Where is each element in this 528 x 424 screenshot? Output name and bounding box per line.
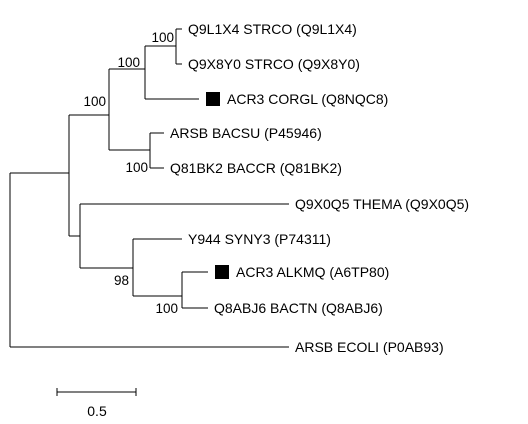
marker-acr3-corgl	[206, 92, 220, 106]
scale-bar-label: 0.5	[87, 403, 107, 419]
bootstrap-actino-clade: 100	[117, 55, 140, 70]
bootstrap-upper-clade: 100	[83, 94, 106, 109]
leaf-label-arsb-bacsu: ARSB BACSU (P45946)	[170, 125, 322, 141]
leaf-label-q9x0q5: Q9X0Q5 THEMA (Q9X0Q5)	[295, 196, 469, 212]
leaf-label-acr3-alkmq: ACR3 ALKMQ (A6TP80)	[236, 264, 389, 280]
marker-acr3-alkmq	[215, 265, 229, 279]
leaf-label-q81bk2: Q81BK2 BACCR (Q81BK2)	[170, 160, 342, 176]
leaf-label-arsb-ecoli: ARSB ECOLI (P0AB93)	[295, 339, 444, 355]
bootstrap-lower-sub-clade: 98	[114, 273, 129, 288]
bootstrap-alkmq-bactn-clade: 100	[155, 301, 178, 316]
leaf-labels: Q9L1X4 STRCO (Q9L1X4) Q9X8Y0 STRCO (Q9X8…	[170, 21, 469, 355]
leaf-label-q9x8y0: Q9X8Y0 STRCO (Q9X8Y0)	[188, 56, 360, 72]
leaf-label-q8abj6: Q8ABJ6 BACTN (Q8ABJ6)	[214, 300, 383, 316]
tree-branches	[9, 28, 289, 348]
bootstrap-values: 100 100 100 100 98 100	[83, 30, 178, 316]
leaf-label-q9l1x4: Q9L1X4 STRCO (Q9L1X4)	[188, 21, 357, 37]
scale-bar: 0.5	[56, 388, 137, 419]
leaf-label-acr3-corgl: ACR3 CORGL (Q8NQC8)	[227, 91, 388, 107]
bootstrap-bacillus-clade: 100	[125, 160, 148, 175]
bootstrap-strco-clade: 100	[151, 30, 174, 45]
leaf-label-y944: Y944 SYNY3 (P74311)	[188, 231, 331, 247]
